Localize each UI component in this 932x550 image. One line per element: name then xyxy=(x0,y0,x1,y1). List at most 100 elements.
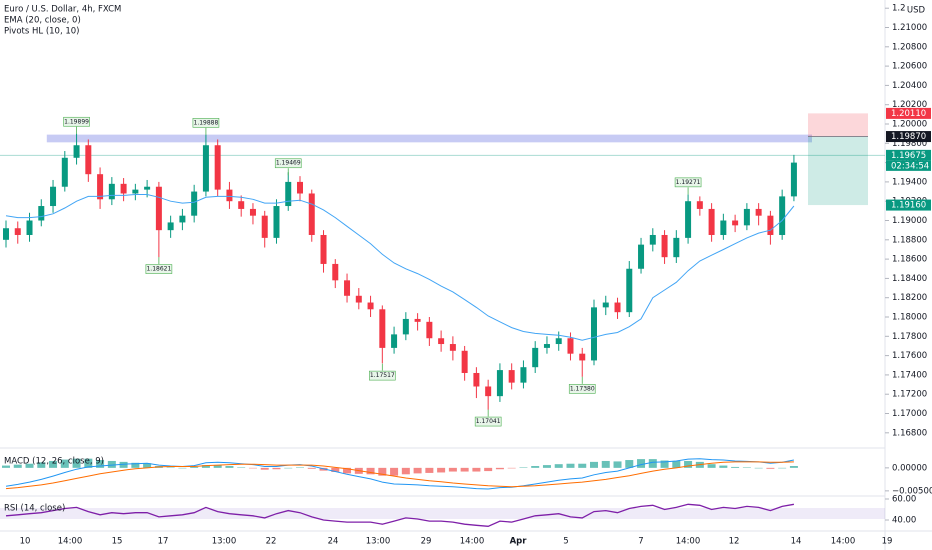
macd-histogram-bar xyxy=(248,467,257,469)
macd-histogram-bar xyxy=(143,463,152,468)
pivot-box xyxy=(274,158,302,169)
macd-histogram-bar xyxy=(660,460,669,468)
y-tick-label: 1.17000 xyxy=(892,409,927,419)
macd-histogram-bar xyxy=(190,466,199,468)
x-tick-label: 14 xyxy=(791,537,802,547)
macd-histogram-bar xyxy=(719,465,728,468)
candle-body xyxy=(108,183,115,200)
candle-body xyxy=(449,344,456,351)
candle-body xyxy=(591,307,597,361)
pivot-box xyxy=(369,370,396,381)
macd-histogram-bar xyxy=(131,462,140,468)
ema-line xyxy=(5,194,795,341)
y-tick-label: 1.19800 xyxy=(892,139,927,149)
candle-body xyxy=(614,302,621,313)
x-tick-label: 14:00 xyxy=(676,537,701,547)
candle-body xyxy=(708,208,715,235)
countdown: 02:34:54 xyxy=(891,161,929,171)
macd-histogram-bar xyxy=(166,467,175,468)
candle-body xyxy=(61,157,68,187)
macd-histogram-bar xyxy=(260,467,269,470)
macd-histogram-bar xyxy=(296,467,304,468)
macd-histogram-bar xyxy=(425,467,434,473)
macd-histogram-bar xyxy=(401,467,410,475)
macd-histogram-bar xyxy=(731,466,740,468)
candle-body xyxy=(355,295,362,303)
candle-body xyxy=(3,228,9,240)
x-tick-label: 12 xyxy=(729,537,740,547)
candle-body xyxy=(696,201,703,209)
y-tick-label: −0.00500 xyxy=(892,486,932,496)
macd-histogram-bar xyxy=(672,460,681,468)
rsi-band xyxy=(0,508,885,519)
candle-body xyxy=(391,334,398,348)
candle-body xyxy=(579,353,586,361)
pivot-box xyxy=(674,177,702,188)
macd-histogram-bar xyxy=(343,467,352,474)
macd-histogram-bar xyxy=(590,461,598,468)
macd-histogram-bar xyxy=(613,461,622,468)
macd-histogram-bar xyxy=(448,467,457,472)
position-target xyxy=(808,136,868,206)
candle-body xyxy=(14,228,21,235)
y-tick-label: 1.19400 xyxy=(892,177,927,187)
y-tick-label: 60.00 xyxy=(892,494,916,504)
candle-body xyxy=(543,344,550,348)
x-tick-label: 13:00 xyxy=(366,537,391,547)
macd-histogram-bar xyxy=(484,467,493,472)
macd-histogram-bar xyxy=(25,463,34,468)
macd-histogram-bar xyxy=(507,467,516,469)
macd-histogram-bar xyxy=(2,465,10,468)
countdown-box xyxy=(886,160,931,171)
macd-histogram-bar xyxy=(225,466,234,468)
y-tick-label: 1.18800 xyxy=(892,235,927,245)
y-tick-label: 1.16800 xyxy=(892,428,927,438)
rsi-line xyxy=(5,503,795,527)
candle-body xyxy=(673,237,680,258)
candle-body xyxy=(179,215,186,223)
candle-body xyxy=(332,263,339,281)
macd-histogram-bar xyxy=(213,465,222,468)
position-stop xyxy=(808,113,868,137)
price-marker-label: 1.19675 xyxy=(891,151,926,161)
currency-label: USD xyxy=(907,6,926,16)
candle-body xyxy=(73,145,80,158)
macd-histogram-bar xyxy=(648,459,657,468)
chart-title: Euro / U.S. Dollar, 4h, FXCM xyxy=(4,5,121,15)
x-tick-label: 13:00 xyxy=(212,537,237,547)
candle-body xyxy=(26,220,33,235)
candle-body xyxy=(285,181,292,207)
macd-histogram-bar xyxy=(578,463,587,468)
macd-histogram-bar xyxy=(754,467,763,469)
macd-histogram-bar xyxy=(637,459,646,468)
candle-body xyxy=(426,321,433,339)
pivot-label: 1.18621 xyxy=(146,266,171,273)
macd-histogram-bar xyxy=(601,460,610,468)
candle-body xyxy=(720,220,727,235)
y-tick-label: 1.20200 xyxy=(892,100,927,110)
y-tick-label: 1.18600 xyxy=(892,255,927,265)
candle-body xyxy=(732,220,739,226)
candle-body xyxy=(320,234,327,264)
macd-histogram-bar xyxy=(72,458,81,468)
zone xyxy=(46,134,813,143)
candle-body xyxy=(473,372,480,387)
macd-histogram-bar xyxy=(13,464,22,468)
macd-histogram-bar xyxy=(707,464,716,468)
candle-body xyxy=(379,309,386,348)
candle-body xyxy=(97,174,104,200)
macd-histogram-bar xyxy=(49,460,58,468)
candle-body xyxy=(214,145,221,190)
candle-body xyxy=(496,370,503,397)
macd-histogram-bar xyxy=(519,467,528,468)
macd-histogram-bar xyxy=(237,467,246,468)
y-tick-label: 1.20800 xyxy=(892,42,927,52)
candle-body xyxy=(297,181,303,194)
y-tick-label: 1.18200 xyxy=(892,293,927,303)
x-tick-label: 17 xyxy=(158,537,169,547)
candle-body xyxy=(508,370,515,383)
x-tick-label: 15 xyxy=(112,537,123,547)
x-tick-label: 14:00 xyxy=(831,537,856,547)
macd-histogram-bar xyxy=(778,467,787,469)
